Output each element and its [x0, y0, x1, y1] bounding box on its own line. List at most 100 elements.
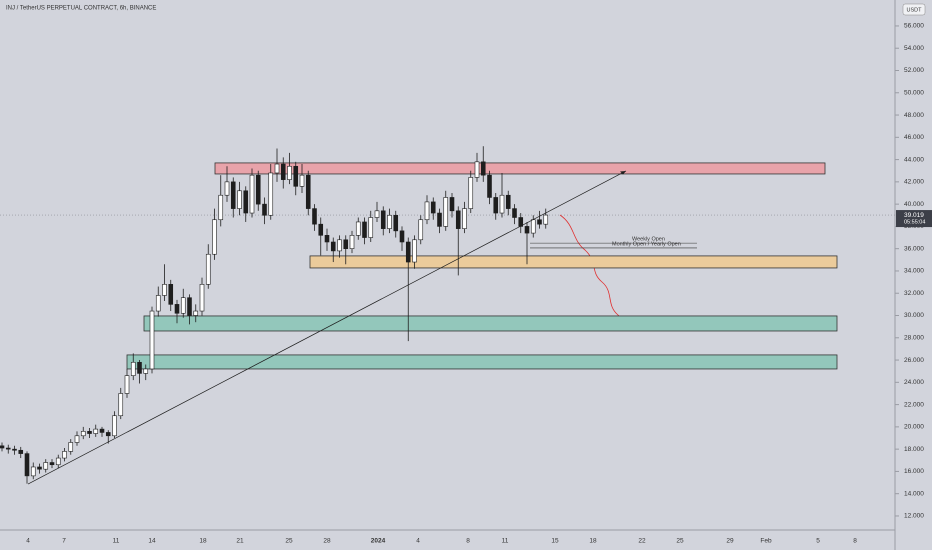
candle-body	[293, 165, 299, 187]
price-tag	[896, 210, 932, 228]
candle-body	[30, 466, 36, 477]
x-tick-label: 4	[26, 538, 30, 545]
candle-body	[430, 201, 436, 214]
y-tick-label: 54.000	[904, 45, 924, 52]
y-tick-label: 28.000	[904, 334, 924, 341]
y-tick-label: 46.000	[904, 134, 924, 141]
candle-body	[399, 230, 405, 243]
candle-body	[474, 161, 480, 178]
candle-body	[524, 226, 530, 234]
candle-body	[230, 181, 236, 209]
x-tick-label: 25	[676, 538, 684, 545]
candle-body	[255, 174, 261, 205]
y-tick-label: 40.000	[904, 201, 924, 208]
y-tick-label: 36.000	[904, 245, 924, 252]
candle-body	[437, 212, 442, 227]
candle-body	[443, 197, 449, 227]
x-tick-label: 18	[199, 538, 207, 545]
candle-body	[0, 445, 5, 449]
zone	[214, 162, 826, 175]
y-tick-label: 44.000	[904, 156, 924, 163]
candle-body	[155, 295, 161, 312]
candle-body	[80, 431, 86, 437]
candle-body	[487, 174, 492, 198]
candle-body	[355, 221, 361, 236]
y-tick-label: 26.000	[904, 357, 924, 364]
candle-body	[268, 172, 274, 216]
y-tick-label: 56.000	[904, 23, 924, 30]
y-tick-label: 16.000	[904, 468, 924, 475]
candle-body	[143, 368, 149, 374]
x-tick-label: 18	[589, 538, 597, 545]
y-tick-label: 18.000	[904, 446, 924, 453]
price-tag-label: 39.019	[904, 212, 924, 219]
candle-body	[218, 194, 224, 221]
candle-body	[262, 203, 267, 216]
candle-body	[462, 208, 467, 229]
candle-body	[512, 208, 517, 218]
trendline-arrow	[620, 170, 626, 175]
candle-body	[249, 174, 255, 214]
candle-body	[312, 208, 317, 225]
y-tick-label: 20.000	[904, 424, 924, 431]
x-tick-label: 28	[323, 538, 331, 545]
candle-body	[43, 462, 49, 470]
trendline	[27, 170, 627, 485]
candle-body	[380, 210, 386, 229]
candle-body	[424, 201, 430, 221]
candle-body	[468, 177, 474, 209]
candle-body	[37, 466, 42, 470]
candle-body	[74, 435, 80, 443]
x-tick-label: 14	[148, 538, 156, 545]
candle-body	[343, 239, 349, 249]
candle-body	[118, 393, 124, 417]
candle-body	[224, 181, 230, 196]
countdown: 05:55:04	[904, 220, 925, 226]
currency-badge[interactable]	[902, 3, 926, 16]
x-tick-label: 29	[726, 538, 734, 545]
y-tick-label: 50.000	[904, 89, 924, 96]
x-tick-label: 11	[113, 538, 120, 545]
candle-body	[543, 214, 549, 225]
candle-body	[455, 210, 461, 229]
y-tick-label: 12.000	[904, 513, 924, 520]
candle-body	[305, 174, 311, 209]
y-tick-label: 14.000	[904, 490, 924, 497]
candle-body	[99, 428, 105, 433]
candle-body	[318, 223, 324, 236]
candle-body	[374, 210, 380, 218]
candle-body	[193, 310, 199, 316]
x-tick-label: 22	[638, 538, 646, 545]
chart-title: INJ / TetherUS PERPETUAL CONTRACT, 6h, B…	[6, 6, 156, 12]
y-tick-label: 30.000	[904, 312, 924, 319]
candle-body	[49, 462, 55, 466]
x-tick-label: 2024	[371, 538, 386, 545]
candle-body	[62, 451, 67, 459]
x-tick-label: Feb	[760, 538, 772, 545]
candle-body	[530, 219, 536, 234]
candle-body	[405, 241, 411, 263]
x-tick-label: 11	[502, 538, 509, 545]
y-tick-label: 22.000	[904, 401, 924, 408]
candle-body	[243, 190, 249, 214]
candle-body	[337, 239, 342, 252]
candle-body	[418, 219, 424, 241]
candle-body	[237, 190, 242, 209]
candle-body	[368, 217, 374, 238]
candle-body	[137, 361, 142, 374]
x-tick-label: 8	[853, 538, 857, 545]
level-label: Monthly Open / Yearly Open	[612, 241, 681, 247]
candle-body	[55, 457, 61, 466]
candle-body	[162, 284, 167, 296]
candle-body	[499, 194, 505, 214]
y-tick-label: 52.000	[904, 67, 924, 74]
candle-body	[124, 375, 130, 394]
candle-body	[199, 284, 205, 312]
candle-body	[324, 235, 330, 243]
candle-body	[280, 163, 286, 180]
candle-body	[180, 297, 186, 314]
candle-body	[212, 219, 217, 255]
candle-body	[449, 197, 455, 212]
candle-body	[330, 241, 336, 252]
